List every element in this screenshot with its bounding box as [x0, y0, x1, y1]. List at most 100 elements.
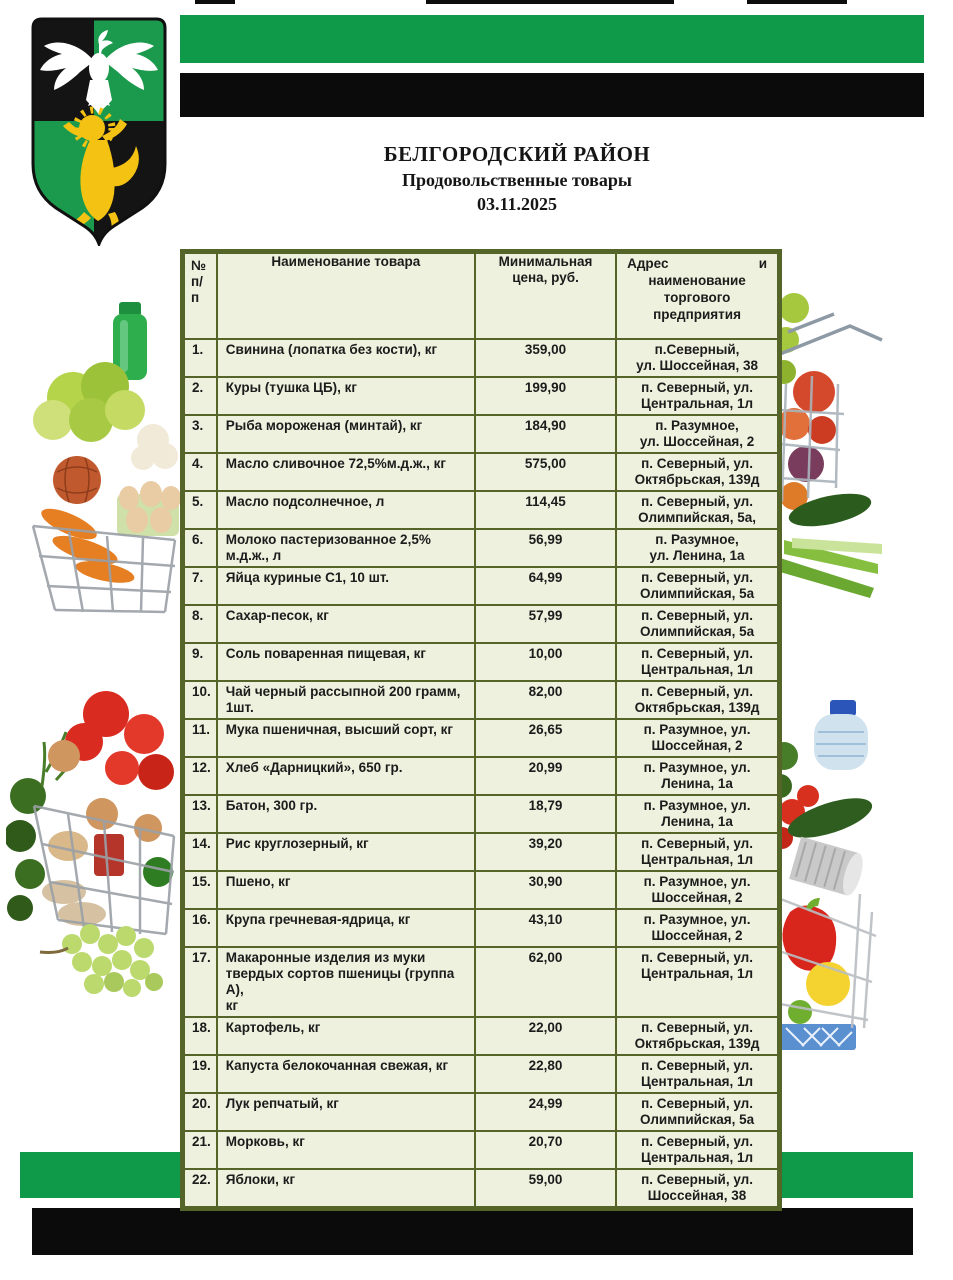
row-number-cell: 17. — [181, 946, 218, 1018]
product-name-cell: Капуста белокочанная свежая, кг — [215, 1054, 476, 1094]
row-number-cell: 18. — [181, 1016, 218, 1056]
price-cell: 64,99 — [473, 566, 618, 606]
header-address-line3: торгового предприятия — [653, 290, 741, 322]
product-name-cell: Яйца куриные С1, 10 шт. — [215, 566, 476, 606]
price-cell: 359,00 — [473, 338, 618, 378]
table-row: 17. Макаронные изделия из муки твердых со… — [181, 946, 781, 1018]
price-cell: 20,70 — [473, 1130, 618, 1170]
product-name-cell: Яблоки, кг — [215, 1168, 476, 1210]
address-cell: п. Северный, ул. Центральная, 1л — [615, 832, 781, 872]
row-number-cell: 20. — [181, 1092, 218, 1132]
price-cell: 57,99 — [473, 604, 618, 644]
table-row: 2. Куры (тушка ЦБ), кг 199,90 п. Северный, … — [181, 376, 781, 416]
table-row: 14. Рис круглозерный, кг 39,20 п. Северный,… — [181, 832, 781, 872]
price-cell: 82,00 — [473, 680, 618, 720]
top-black-bar — [180, 73, 924, 117]
price-cell: 39,20 — [473, 832, 618, 872]
table-row: 3. Рыба мороженая (минтай), кг 184,90 п. Ра… — [181, 414, 781, 454]
address-cell: п. Северный, ул. Олимпийская, 5а — [615, 604, 781, 644]
table-row: 16. Крупа гречневая-ядрица, кг 43,10 п. Раз… — [181, 908, 781, 948]
price-cell: 30,90 — [473, 870, 618, 910]
table-row: 21. Морковь, кг 20,70 п. Северный, ул. Цент… — [181, 1130, 781, 1170]
product-name-cell: Пшено, кг — [215, 870, 476, 910]
table-row: 18. Картофель, кг 22,00 п. Северный, ул. Ок… — [181, 1016, 781, 1056]
top-edge-line — [426, 0, 674, 4]
price-cell: 10,00 — [473, 642, 618, 682]
row-number-cell: 19. — [181, 1054, 218, 1094]
address-cell: п. Разумное, ул. Ленина, 1а — [615, 756, 781, 796]
row-number-cell: 4. — [181, 452, 218, 492]
address-cell: п. Разумное, ул. Ленина, 1а — [615, 528, 781, 568]
table-header-row: № п/ п Наименование товара Минимальная ц… — [181, 250, 781, 340]
address-cell: п. Северный, ул. Октябрьская, 139д — [615, 452, 781, 492]
address-cell: п. Северный, ул. Октябрьская, 139д — [615, 680, 781, 720]
table-row: 4. Масло сливочное 72,5%м.д.ж., кг 575,00 п… — [181, 452, 781, 492]
price-cell: 22,80 — [473, 1054, 618, 1094]
product-name-cell: Рыба мороженая (минтай), кг — [215, 414, 476, 454]
product-name-cell: Лук репчатый, кг — [215, 1092, 476, 1132]
address-cell: п. Северный, ул. Центральная, 1л — [615, 642, 781, 682]
price-cell: 20,99 — [473, 756, 618, 796]
price-cell: 114,45 — [473, 490, 618, 530]
row-number-cell: 7. — [181, 566, 218, 606]
bottom-black-bar — [32, 1208, 913, 1255]
product-name-cell: Макаронные изделия из муки твердых сорто… — [215, 946, 476, 1018]
address-cell: п. Северный, ул. Центральная, 1л — [615, 946, 781, 1018]
product-name-cell: Батон, 300 гр. — [215, 794, 476, 834]
address-cell: п. Разумное, ул. Шоссейная, 2 — [615, 870, 781, 910]
row-number-cell: 9. — [181, 642, 218, 682]
header-min-price: Минимальная цена, руб. — [473, 250, 618, 340]
row-number-cell: 11. — [181, 718, 218, 758]
table-row: 20. Лук репчатый, кг 24,99 п. Северный, ул.… — [181, 1092, 781, 1132]
page-title: БЕЛГОРОДСКИЙ РАЙОН — [383, 142, 651, 166]
price-cell: 59,00 — [473, 1168, 618, 1210]
address-cell: п. Северный, ул. Олимпийская, 5а, — [615, 490, 781, 530]
price-cell: 184,90 — [473, 414, 618, 454]
product-name-cell: Морковь, кг — [215, 1130, 476, 1170]
table-row: 19. Капуста белокочанная свежая, кг 22,80 п… — [181, 1054, 781, 1094]
top-green-bar — [180, 15, 924, 63]
header-product-name: Наименование товара — [215, 250, 476, 340]
address-cell: п. Северный, ул. Центральная, 1л — [615, 376, 781, 416]
product-name-cell: Мука пшеничная, высший сорт, кг — [215, 718, 476, 758]
price-cell: 24,99 — [473, 1092, 618, 1132]
top-edge-line — [747, 0, 847, 4]
product-name-cell: Соль поваренная пищевая, кг — [215, 642, 476, 682]
address-cell: п.Северный, ул. Шоссейная, 38 — [615, 338, 781, 378]
price-cell: 199,90 — [473, 376, 618, 416]
header-address: Адрес и наименование торгового предприят… — [615, 250, 781, 340]
page-date: 03.11.2025 — [476, 194, 557, 214]
row-number-cell: 5. — [181, 490, 218, 530]
table-row: 10. Чай черный рассыпной 200 грамм, 1шт. 8… — [181, 680, 781, 720]
product-name-cell: Свинина (лопатка без кости), кг — [215, 338, 476, 378]
address-cell: п. Северный, ул. Шоссейная, 38 — [615, 1168, 781, 1210]
produce-cart-photo-top-right — [778, 293, 883, 598]
row-number-cell: 13. — [181, 794, 218, 834]
table-row: 12. Хлеб «Дарницкий», 650 гр. 20,99 п. Разу… — [181, 756, 781, 796]
address-cell: п. Разумное, ул. Ленина, 1а — [615, 794, 781, 834]
belgorod-district-coat-of-arms-icon — [31, 17, 167, 246]
product-name-cell: Рис круглозерный, кг — [215, 832, 476, 872]
price-cell: 56,99 — [473, 528, 618, 568]
page-subtitle: Продовольственные товары — [402, 170, 632, 190]
row-number-cell: 2. — [181, 376, 218, 416]
price-cell: 575,00 — [473, 452, 618, 492]
table-row: 7. Яйца куриные С1, 10 шт. 64,99 п. Северны… — [181, 566, 781, 606]
price-cell: 18,79 — [473, 794, 618, 834]
product-name-cell: Молоко пастеризованное 2,5% м.д.ж., л — [215, 528, 476, 568]
row-number-cell: 6. — [181, 528, 218, 568]
produce-basket-photo-bottom-left — [6, 691, 176, 997]
address-cell: п. Разумное, ул. Шоссейная, 2 — [615, 718, 781, 758]
header-address-and: и — [758, 256, 767, 271]
row-number-cell: 22. — [181, 1168, 218, 1210]
produce-basket-photo-top-left — [31, 302, 180, 614]
product-name-cell: Крупа гречневая-ядрица, кг — [215, 908, 476, 948]
top-edge-line — [195, 0, 235, 4]
product-name-cell: Чай черный рассыпной 200 грамм, 1шт. — [215, 680, 476, 720]
table-row: 11. Мука пшеничная, высший сорт, кг 26,65 п… — [181, 718, 781, 758]
row-number-cell: 10. — [181, 680, 218, 720]
row-number-cell: 16. — [181, 908, 218, 948]
row-number-cell: 15. — [181, 870, 218, 910]
product-name-cell: Картофель, кг — [215, 1016, 476, 1056]
